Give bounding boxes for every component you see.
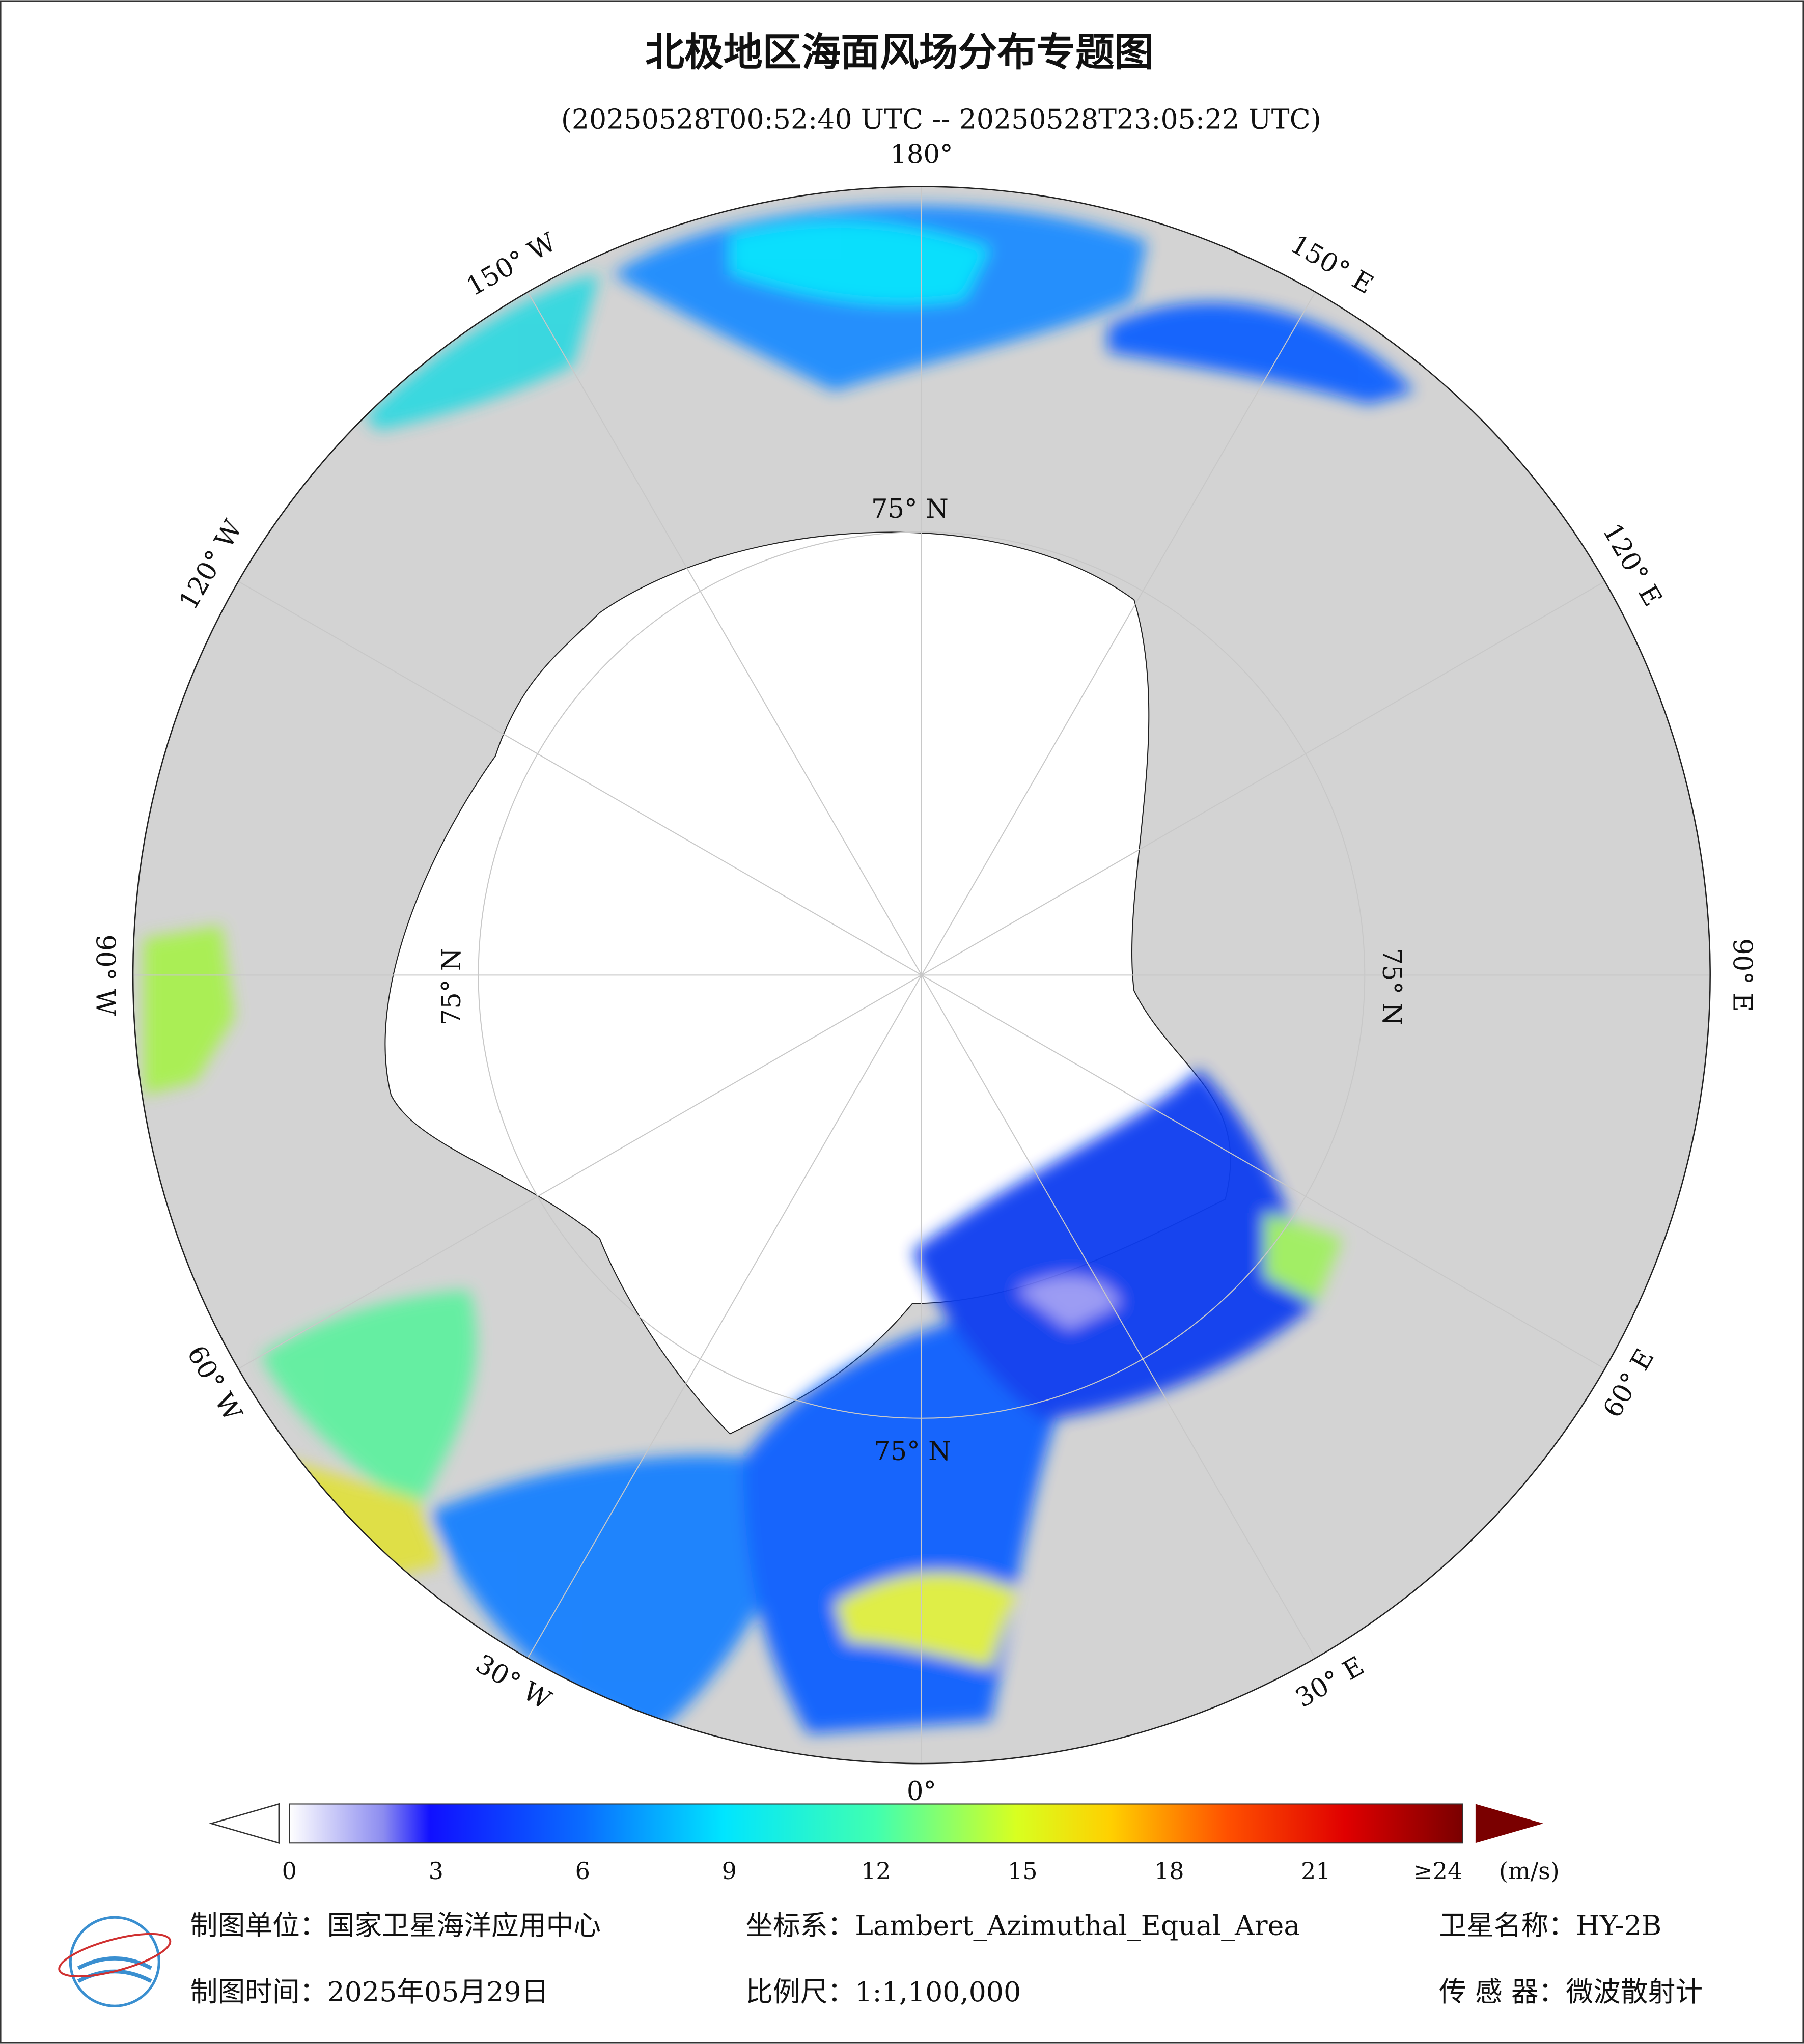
colorbar-max-arrow [1475, 1804, 1544, 1843]
footer-crs: 坐标系：Lambert_Azimuthal_Equal_Area [745, 1910, 1300, 1942]
colorbar-tick-label: 18 [1154, 1857, 1184, 1885]
map-border [132, 186, 1711, 1765]
footer-scale: 比例尺：1:1,100,000 [745, 1976, 1021, 2008]
colorbar-tick-label: 12 [861, 1857, 891, 1885]
lon-label: 180° [890, 139, 953, 170]
footer-unit: 制图单位：国家卫星海洋应用中心 [190, 1910, 601, 1942]
colorbar-tick-label: 21 [1301, 1857, 1331, 1885]
colorbar: (m/s) 0 3 6 9 12 15 18 21 ≥24 [209, 1803, 1560, 1885]
map [133, 186, 1710, 1764]
logo [58, 1916, 172, 2007]
colorbar-tick-label: 6 [575, 1857, 590, 1885]
wind-field [143, 205, 1414, 1734]
subtitle: (20250528T00:52:40 UTC -- 20250528T23:05… [561, 103, 1321, 135]
colorbar-min-arrow [209, 1803, 280, 1844]
colorbar-tick-label: 15 [1008, 1857, 1038, 1885]
footer-satellite: 卫星名称：HY-2B [1439, 1910, 1661, 1942]
colorbar-unit: (m/s) [1499, 1857, 1560, 1885]
footer-sensor: 传 感 器：微波散射计 [1439, 1976, 1703, 2008]
lat-label: 75° N [871, 494, 949, 524]
lat-label: 75° N [436, 948, 467, 1025]
graticule [133, 186, 1710, 1764]
colorbar-tick-label: 3 [429, 1857, 443, 1885]
colorbar-tick-label: 0 [282, 1857, 297, 1885]
lat-label: 75° N [874, 1436, 951, 1467]
lon-label: 90° W [90, 935, 120, 1016]
footer-date: 制图时间：2025年05月29日 [190, 1976, 549, 2008]
colorbar-ramp [289, 1803, 1463, 1844]
lon-label: 0° [907, 1776, 936, 1807]
title: 北极地区海面风场分布专题图 [645, 30, 1153, 75]
colorbar-tick-label: ≥24 [1413, 1857, 1462, 1885]
lat-label: 75° N [1376, 948, 1407, 1025]
colorbar-tick-label: 9 [722, 1857, 737, 1885]
lon-label: 90° E [1727, 938, 1758, 1012]
